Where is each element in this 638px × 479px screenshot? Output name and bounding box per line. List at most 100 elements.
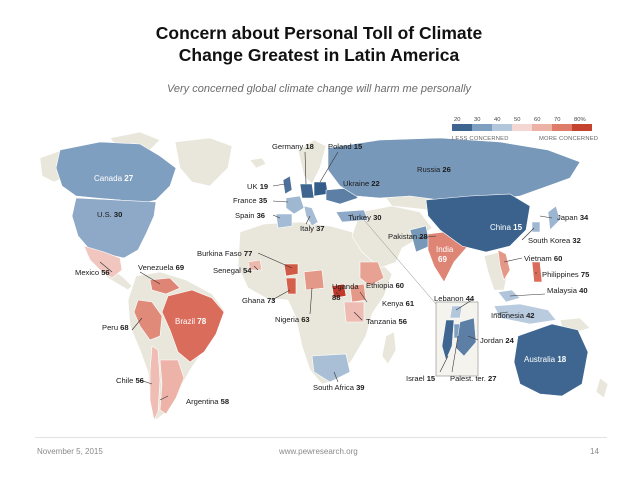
inset-lebanon	[449, 305, 463, 319]
region-senegal	[247, 259, 263, 271]
label-venezuela: Venezuela 69	[138, 263, 184, 272]
region-us	[71, 197, 157, 259]
label-tanzania: Tanzania 56	[366, 317, 407, 326]
region-russia	[327, 137, 581, 205]
region-south-africa	[311, 353, 351, 383]
label-brazil: Brazil 78	[175, 317, 207, 326]
region-mexico	[83, 245, 123, 279]
region-indonesia	[493, 303, 557, 325]
label-mexico: Mexico 56	[75, 268, 110, 277]
region-china	[425, 193, 531, 253]
label-russia: Russia 26	[417, 165, 451, 174]
label-japan: Japan 34	[557, 213, 589, 222]
label-china: China 15	[490, 223, 523, 232]
label-france: France 35	[233, 196, 268, 205]
region-turkey	[335, 209, 369, 223]
title-line-2: Change Greatest in Latin America	[178, 45, 460, 65]
label-italy: Italy 37	[300, 224, 325, 233]
label-us: U.S. 30	[97, 210, 122, 219]
footer-date: November 5, 2015	[37, 447, 103, 456]
region-france	[285, 195, 305, 215]
region-nigeria	[303, 269, 325, 291]
inset-israel	[441, 319, 455, 361]
legend-swatches	[452, 124, 592, 131]
label-kenya: Kenya 61	[382, 299, 415, 308]
legend-tick: 50	[514, 117, 520, 123]
region-australia	[513, 323, 589, 397]
region-canada	[55, 141, 177, 205]
legend-tick: 40	[494, 117, 500, 123]
region-germany	[299, 183, 315, 199]
region-malaysia	[497, 289, 521, 303]
legend-ticks: 20 30 40 50 60 70 80%	[454, 117, 586, 123]
label-turkey: Turkey 30	[348, 213, 382, 222]
label-ukraine: Ukraine 22	[343, 179, 380, 188]
country-labels: Canada 27 U.S. 30 Mexico 56 Venezuela 69…	[75, 142, 590, 406]
legend-more-label: MORE CONCERNED	[539, 136, 598, 142]
footer-divider	[35, 437, 607, 438]
title-line-1: Concern about Personal Toll of Climate	[155, 23, 483, 43]
label-jordan: Jordan 24	[480, 336, 515, 345]
label-poland: Poland 15	[328, 142, 363, 151]
label-canada: Canada 27	[94, 174, 134, 183]
label-india-name: India	[436, 245, 454, 254]
label-israel: Israel 15	[406, 374, 436, 383]
region-uk	[282, 175, 293, 195]
chart-subtitle: Very concerned global climate change wil…	[166, 83, 472, 95]
label-senegal: Senegal 54	[213, 266, 252, 275]
region-venezuela	[149, 277, 181, 295]
legend: 20 30 40 50 60 70 80% LESS CONCERNED MOR…	[452, 117, 598, 142]
region-ethiopia	[359, 261, 385, 287]
footer-url[interactable]: www.pewresearch.org	[279, 447, 358, 456]
legend-swatch	[452, 124, 472, 131]
region-peru	[133, 299, 163, 341]
levant-inset	[363, 219, 479, 377]
inset-connector	[363, 219, 437, 305]
label-germany: Germany 18	[272, 142, 314, 151]
label-chile: Chile 56	[116, 376, 144, 385]
label-ethiopia: Ethiopia 60	[366, 281, 404, 290]
region-brazil	[161, 289, 225, 363]
region-kenya	[349, 283, 367, 303]
legend-tick: 20	[454, 117, 460, 123]
region-argentina	[159, 359, 185, 415]
label-vietnam: Vietnam 60	[524, 254, 562, 263]
label-peru: Peru 68	[102, 323, 129, 332]
region-south-korea	[531, 221, 541, 233]
label-spain: Spain 36	[235, 211, 265, 220]
label-burkina-faso: Burkina Faso 77	[197, 249, 252, 258]
region-spain	[275, 213, 293, 229]
region-japan	[547, 205, 561, 231]
legend-swatch	[572, 124, 592, 131]
legend-swatch	[552, 124, 572, 131]
label-indonesia: Indonesia 42	[491, 311, 535, 320]
label-philippines: Philippines 75	[542, 270, 590, 279]
label-malaysia: Malaysia 40	[547, 286, 588, 295]
label-pakistan: Pakistan 28	[388, 232, 428, 241]
leader-lines	[99, 151, 553, 401]
legend-tick: 30	[474, 117, 480, 123]
legend-tick: 80%	[574, 117, 586, 123]
region-vietnam	[497, 249, 511, 281]
label-lebanon: Lebanon 44	[434, 294, 475, 303]
label-south-korea: South Korea 32	[528, 236, 581, 245]
legend-less-label: LESS CONCERNED	[452, 136, 509, 142]
label-india-value: 69	[438, 255, 447, 264]
region-burkina-faso	[283, 263, 299, 277]
label-uganda-value: 88	[332, 293, 340, 302]
legend-swatch	[492, 124, 512, 131]
legend-swatch	[532, 124, 552, 131]
region-italy	[303, 205, 319, 227]
region-philippines	[531, 261, 543, 283]
region-uganda	[331, 283, 347, 299]
label-uganda-name: Uganda	[332, 282, 359, 291]
legend-swatch	[472, 124, 492, 131]
label-argentina: Argentina 58	[186, 397, 229, 406]
label-ghana: Ghana 73	[242, 296, 275, 305]
footer-page-number: 14	[590, 447, 599, 456]
label-south-africa: South Africa 39	[313, 383, 365, 392]
label-palestinian-territories: Palest. ter. 27	[450, 374, 496, 383]
legend-swatch	[512, 124, 532, 131]
label-australia: Australia 18	[524, 355, 567, 364]
